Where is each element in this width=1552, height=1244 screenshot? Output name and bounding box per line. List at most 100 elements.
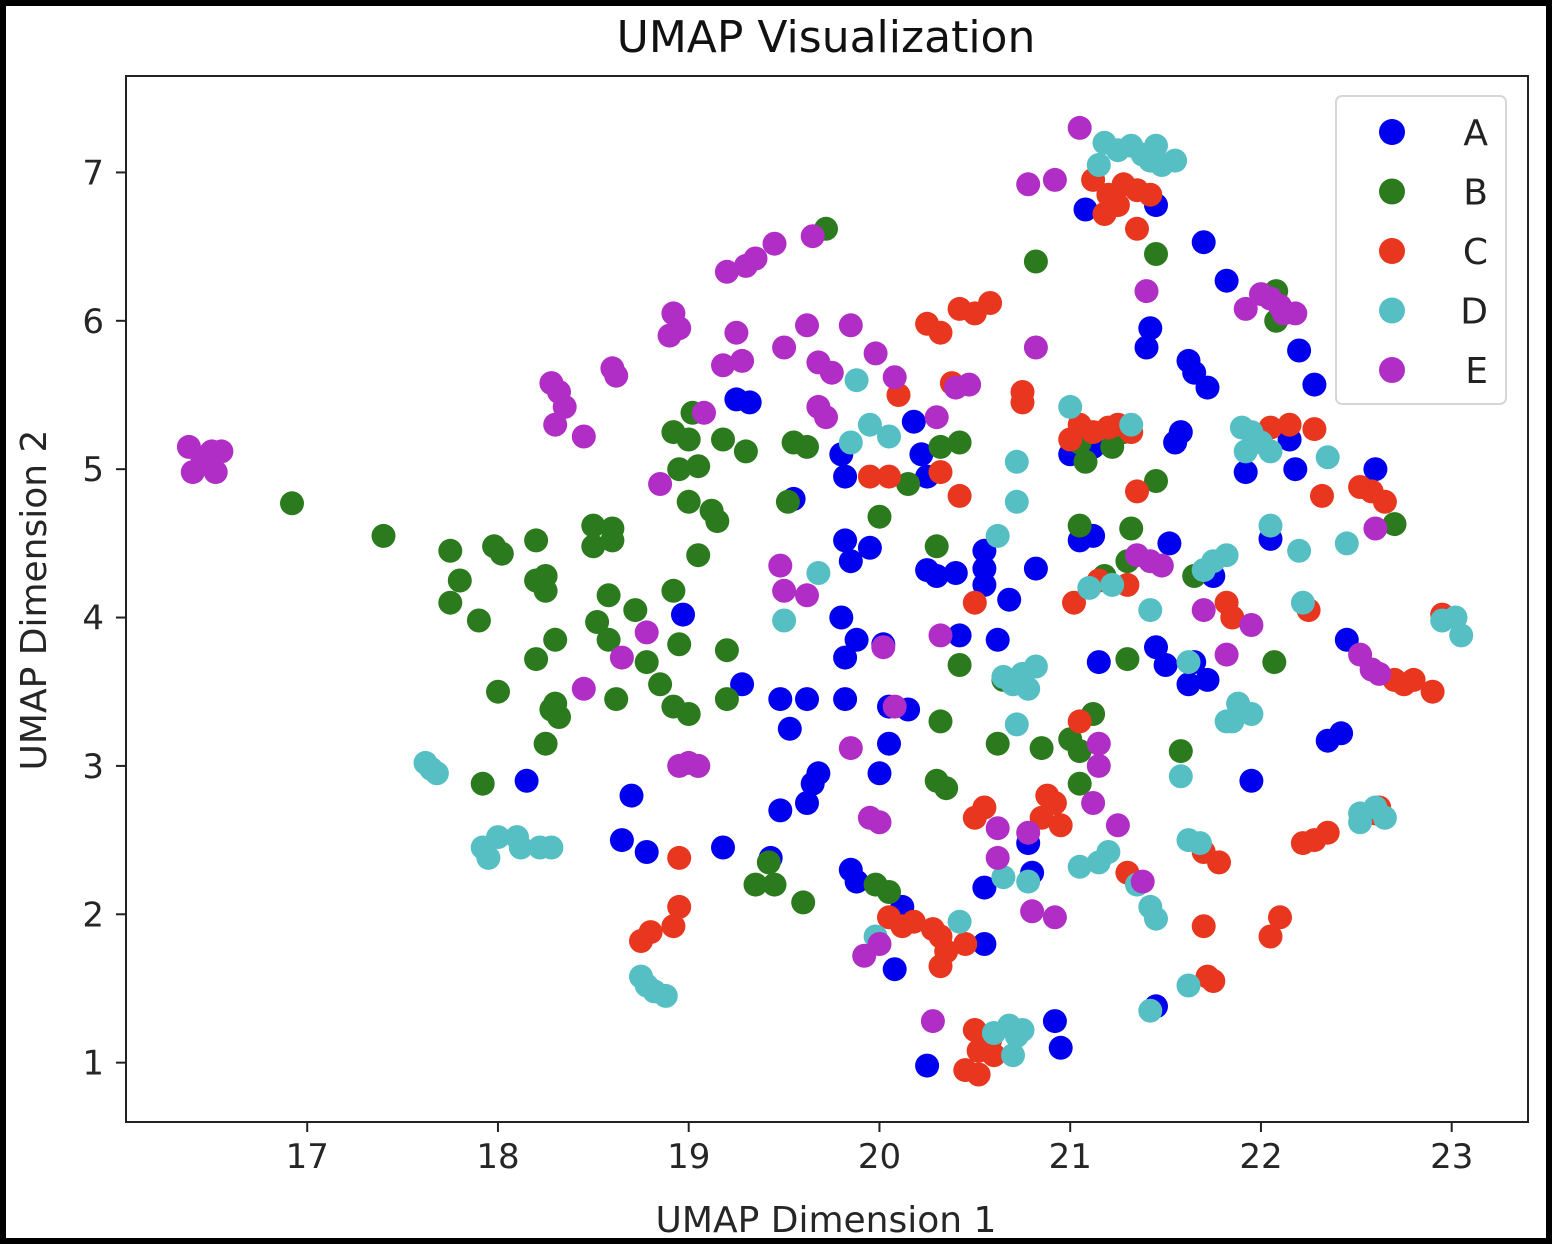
point-D-11 <box>857 412 882 437</box>
point-E-55 <box>571 676 596 701</box>
point-C-48 <box>667 845 692 870</box>
point-B-54 <box>714 638 739 663</box>
point-C-15 <box>1010 390 1035 415</box>
point-E-2 <box>1042 167 1067 192</box>
point-D-8 <box>1086 153 1111 177</box>
point-D-55 <box>476 845 501 870</box>
point-A-8 <box>1195 375 1220 400</box>
point-D-60 <box>539 835 564 860</box>
point-E-58 <box>882 694 907 719</box>
point-D-20 <box>1315 445 1340 470</box>
point-E-75 <box>1191 598 1216 623</box>
point-D-47 <box>1239 702 1264 726</box>
point-D-58 <box>508 835 533 860</box>
point-B-77 <box>1067 513 1092 538</box>
point-C-35 <box>962 590 987 615</box>
point-A-87 <box>915 1053 940 1078</box>
y-tick-label: 4 <box>82 599 104 639</box>
point-D-26 <box>1334 531 1359 556</box>
point-D-72 <box>991 865 1016 890</box>
point-E-41 <box>1283 301 1308 326</box>
point-E-18 <box>819 360 844 385</box>
point-D-31 <box>1100 572 1125 597</box>
point-B-78 <box>1119 516 1144 541</box>
x-tick-label: 20 <box>858 1137 901 1177</box>
point-B-61 <box>924 534 949 559</box>
y-tick-label: 2 <box>82 895 104 935</box>
point-E-0 <box>1067 115 1092 140</box>
point-B-9 <box>438 590 463 615</box>
series-D <box>413 130 1474 1068</box>
point-C-34 <box>1372 489 1397 514</box>
point-B-50 <box>733 439 758 464</box>
point-B-2 <box>1144 242 1168 266</box>
point-A-89 <box>1042 1009 1067 1034</box>
point-A-23 <box>1233 460 1258 485</box>
point-B-27 <box>661 578 686 603</box>
point-E-23 <box>552 394 577 419</box>
point-B-46 <box>705 509 730 534</box>
point-A-17 <box>833 464 858 489</box>
point-B-43 <box>686 454 711 479</box>
point-B-86 <box>1382 512 1407 537</box>
point-B-30 <box>676 702 701 726</box>
point-A-73 <box>634 840 659 864</box>
point-C-29 <box>1277 412 1302 437</box>
point-E-15 <box>838 313 863 338</box>
point-A-59 <box>795 687 819 712</box>
x-tick-label: 18 <box>476 1137 519 1177</box>
point-E-27 <box>604 363 629 388</box>
point-E-34 <box>1023 335 1048 360</box>
point-D-68 <box>1144 906 1168 931</box>
point-E-54 <box>609 645 634 670</box>
point-A-86 <box>972 932 997 956</box>
point-B-13 <box>524 528 549 553</box>
point-B-16 <box>533 578 558 603</box>
point-E-25 <box>571 424 596 449</box>
point-C-50 <box>629 929 653 953</box>
series-B <box>280 216 1407 915</box>
point-B-17 <box>581 513 606 538</box>
point-B-1 <box>1023 249 1048 274</box>
point-D-65 <box>1067 854 1092 879</box>
points-layer <box>176 115 1474 1087</box>
point-A-58 <box>768 687 793 712</box>
point-E-74 <box>1149 553 1174 578</box>
point-B-31 <box>543 627 568 652</box>
point-B-90 <box>791 890 816 915</box>
point-A-26 <box>1363 457 1388 482</box>
point-C-6 <box>1138 182 1163 207</box>
point-D-73 <box>1016 869 1041 894</box>
point-D-48 <box>1220 709 1245 734</box>
point-B-38 <box>604 687 629 712</box>
point-A-72 <box>609 828 634 853</box>
chart-title: UMAP Visualization <box>617 12 1036 63</box>
point-B-6 <box>371 523 396 548</box>
point-E-69 <box>1086 753 1111 778</box>
x-tick-label: 19 <box>667 1137 710 1177</box>
point-C-74 <box>1268 905 1292 930</box>
point-C-72 <box>1201 969 1226 993</box>
point-E-51 <box>772 578 797 603</box>
legend-label-C: C <box>1463 232 1488 273</box>
point-E-5 <box>743 246 768 271</box>
point-E-67 <box>985 845 1010 870</box>
point-A-71 <box>619 783 644 808</box>
point-A-0 <box>1073 197 1098 222</box>
point-B-47 <box>686 543 711 568</box>
point-E-76 <box>1214 642 1239 667</box>
point-B-24 <box>623 598 648 623</box>
point-A-65 <box>800 771 825 796</box>
point-E-66 <box>1016 820 1041 845</box>
point-A-60 <box>833 687 858 712</box>
point-E-19 <box>863 341 888 366</box>
point-B-44 <box>676 489 701 514</box>
point-D-24 <box>1258 513 1283 538</box>
point-B-5 <box>280 491 304 516</box>
point-B-20 <box>600 528 625 553</box>
point-A-10 <box>1302 372 1327 397</box>
point-A-63 <box>777 716 802 741</box>
point-A-50 <box>1086 650 1111 675</box>
